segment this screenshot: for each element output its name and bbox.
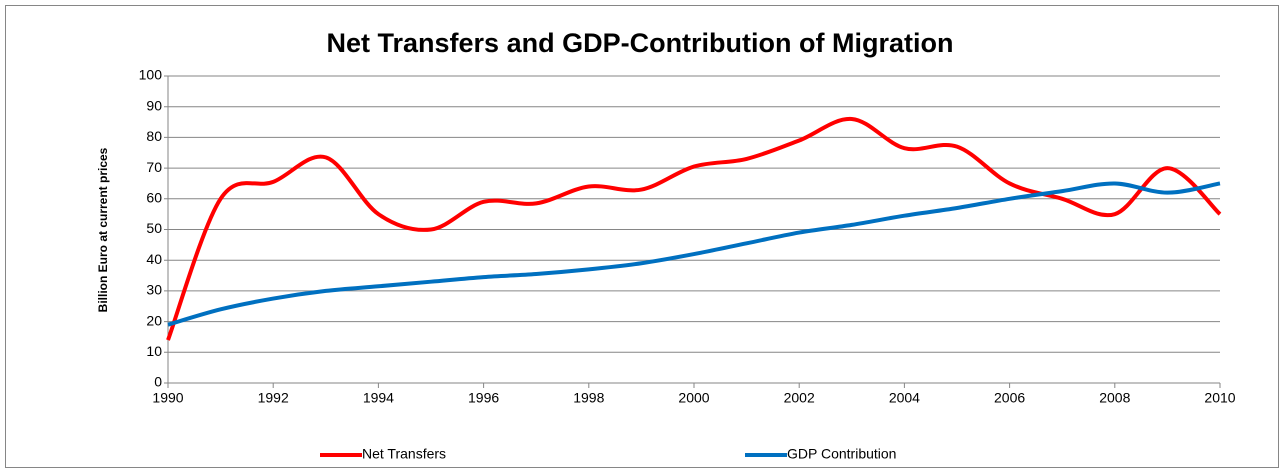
y-tick-label: 0 bbox=[154, 374, 162, 390]
y-tick-label: 90 bbox=[146, 97, 162, 113]
y-tick-label: 30 bbox=[146, 282, 162, 298]
y-tick-label: 50 bbox=[146, 220, 162, 236]
y-tick-label: 80 bbox=[146, 128, 162, 144]
x-tick-label: 1990 bbox=[152, 390, 183, 406]
y-tick-label: 20 bbox=[146, 312, 162, 328]
legend-label: Net Transfers bbox=[362, 446, 446, 462]
x-tick-label: 1992 bbox=[258, 390, 289, 406]
y-tick-label: 40 bbox=[146, 251, 162, 267]
x-tick-label: 1998 bbox=[573, 390, 604, 406]
chart-border bbox=[5, 5, 1279, 468]
y-tick-label: 100 bbox=[139, 67, 163, 83]
x-tick-label: 2004 bbox=[889, 390, 920, 406]
y-tick-label: 10 bbox=[146, 343, 162, 359]
x-tick-label: 2002 bbox=[784, 390, 815, 406]
chart-title: Net Transfers and GDP-Contribution of Mi… bbox=[327, 28, 954, 58]
x-tick-label: 2008 bbox=[1099, 390, 1130, 406]
y-axis-label: Billion Euro at current prices bbox=[96, 147, 110, 312]
y-tick-label: 60 bbox=[146, 190, 162, 206]
x-tick-label: 1996 bbox=[468, 390, 499, 406]
x-tick-label: 2006 bbox=[994, 390, 1025, 406]
x-tick-label: 2000 bbox=[678, 390, 709, 406]
x-tick-label: 1994 bbox=[363, 390, 394, 406]
series-line bbox=[167, 181, 1221, 327]
x-tick-label: 2010 bbox=[1204, 390, 1235, 406]
y-tick-label: 70 bbox=[146, 159, 162, 175]
legend-label: GDP Contribution bbox=[787, 446, 896, 462]
